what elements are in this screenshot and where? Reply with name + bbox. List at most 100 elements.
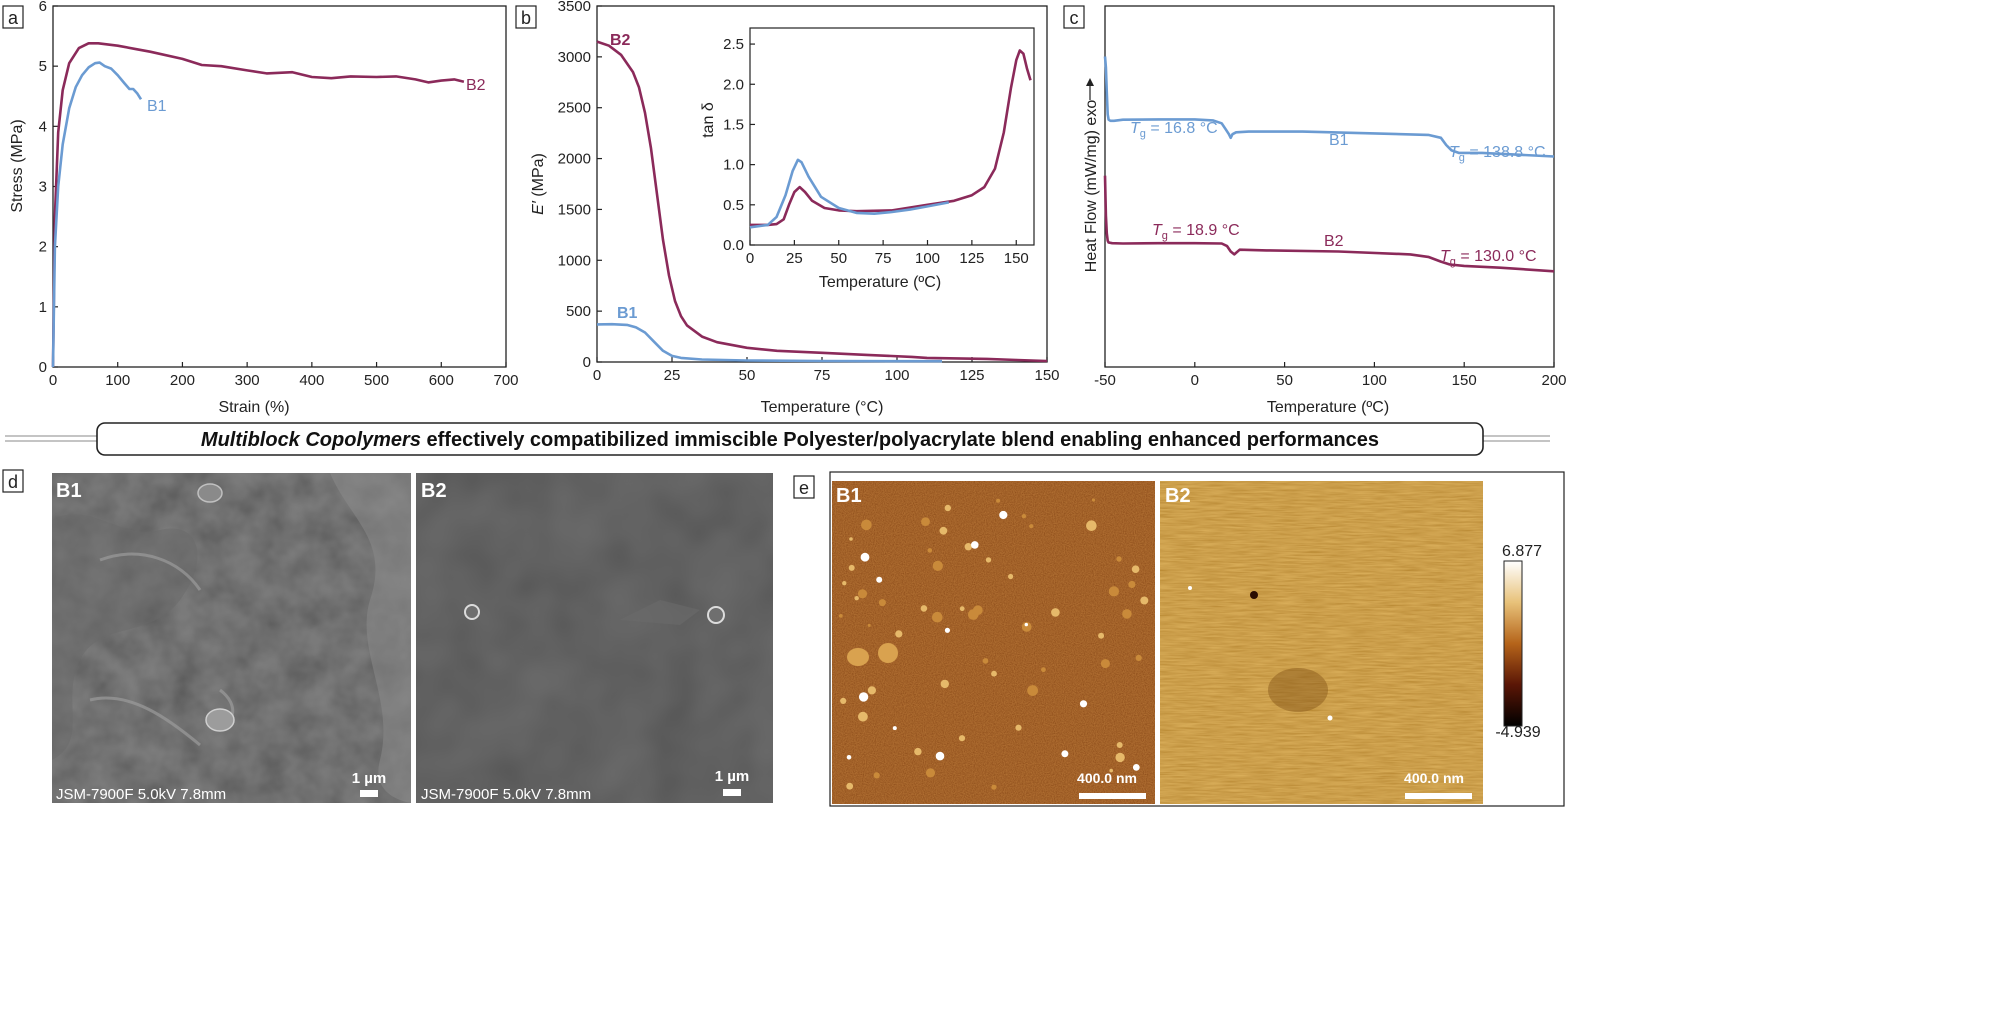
- afm-b1-particle: [861, 519, 872, 531]
- panel-c-x-label: Temperature (ºC): [1267, 399, 1389, 416]
- afm-b1-particle: [1116, 742, 1123, 748]
- panel-a: a 0 1 2 3 4 5 6 0 100 200 300 400 500 600 700 Strain …: [2, 0, 519, 416]
- afm-b1-particle: [860, 552, 870, 562]
- panel-e-letter-box: [793, 475, 815, 499]
- afm-b1-texture: [832, 481, 1155, 804]
- panel-a-y-tick-label: 4: [39, 118, 47, 135]
- afm-b2-label: B2: [1165, 485, 1191, 507]
- afm-b1-particle: [940, 679, 949, 689]
- panel-b-x-tick-label: 100: [884, 367, 909, 384]
- panel-a-x-tick-label: 600: [429, 372, 454, 389]
- panel-b-b1-label: B1: [617, 305, 638, 322]
- panel-c-x-tick-label: 0: [1191, 372, 1199, 389]
- sem-b2-feature: [620, 600, 700, 625]
- afm-b1-large-particle: [878, 643, 898, 663]
- panel-d-letter: d: [8, 472, 18, 492]
- panel-a-series-b2: [51, 41, 465, 368]
- panel-b-b2-label: B2: [610, 32, 631, 49]
- afm-b1-particle: [1051, 608, 1060, 617]
- afm-colorbar-max: 6.877: [1502, 543, 1542, 560]
- panel-a-x-tick-label: 400: [299, 372, 324, 389]
- panel-b-inset-y-tick-label: 0.0: [723, 237, 744, 254]
- afm-b1-particle: [921, 517, 930, 526]
- panel-b-inset-x-tick-label: 0: [746, 250, 754, 267]
- afm-b1-particle: [944, 504, 951, 512]
- afm-b1-particle: [878, 599, 886, 607]
- afm-b1-particle: [848, 564, 855, 571]
- panel-a-y-tick-label: 0: [39, 359, 47, 376]
- banner-rest: effectively compatibilized immiscible Po…: [421, 429, 1379, 451]
- sem-b1-particle: [205, 708, 235, 732]
- afm-b1-particle: [842, 581, 847, 586]
- panel-a-b2-label: B2: [466, 77, 486, 94]
- panel-b-inset-y-tick-label: 1.5: [723, 116, 744, 133]
- panel-b-y-tick-label: 3000: [558, 49, 591, 66]
- panel-b-inset-x-tick-label: 75: [875, 250, 892, 267]
- afm-b1-particle: [1024, 622, 1029, 627]
- afm-b1-particle: [982, 658, 989, 664]
- panel-c-x-ticks: -50 0 50 100 150 200: [1094, 362, 1567, 389]
- afm-b1-particle: [1098, 632, 1105, 639]
- afm-b1-particle: [991, 670, 997, 677]
- panel-a-x-tick-label: 300: [235, 372, 260, 389]
- panel-b-inset-x-ticks: 0 25 50 75 100 125 150: [746, 240, 1029, 267]
- panel-c-series-b1: [1103, 56, 1555, 158]
- panel-a-y-tick-label: 5: [39, 58, 47, 75]
- panel-b-x-ticks: 0 25 50 75 100 125 150: [593, 357, 1060, 384]
- afm-b1-particle: [867, 686, 877, 695]
- banner-emphasis: Multiblock Copolymers: [201, 429, 421, 451]
- afm-b1-particle: [1128, 580, 1136, 589]
- afm-b1-particle: [1015, 724, 1022, 731]
- afm-b2-spot: [1327, 715, 1333, 721]
- panel-b-y-label-unit: (MPa): [530, 153, 547, 201]
- panel-b-y-ticks: 0 500 1000 1500 2000 2500 3000 3500: [558, 0, 602, 371]
- afm-colorbar: 6.877 -4.939: [1495, 543, 1542, 741]
- panel-b-y-label-symbol: E′: [530, 200, 547, 215]
- sem-image-b1: B1 JSM-7900F 5.0kV 7.8mm 1 µm: [52, 473, 411, 803]
- afm-b1-particle: [849, 537, 853, 541]
- afm-b1-particle: [840, 697, 847, 705]
- panel-b-letter: b: [521, 8, 531, 28]
- sem-b1-scale-bar: [360, 790, 378, 797]
- sem-b1-label: B1: [56, 480, 82, 502]
- afm-b1-particle: [1109, 768, 1113, 773]
- sem-b2-scale-bar: [723, 789, 741, 796]
- panel-b-series-b2: [596, 40, 1048, 363]
- panel-a-x-tick-label: 700: [493, 372, 518, 389]
- afm-b1-particle: [985, 557, 992, 563]
- afm-b1-particle: [971, 541, 979, 549]
- panel-a-letter-box: [2, 5, 24, 29]
- afm-b1-particle: [920, 605, 928, 612]
- afm-b1-particle: [927, 548, 933, 553]
- afm-b1-particle: [1115, 752, 1125, 763]
- panel-b-y-tick-label: 2500: [558, 100, 591, 117]
- afm-b1-particle: [944, 627, 951, 633]
- panel-c-series: [1103, 56, 1555, 273]
- panel-c-letter-box: [1063, 5, 1085, 29]
- panel-e-frame: [829, 471, 1565, 807]
- panel-b-inset-frame: [749, 27, 1035, 246]
- panel-a-series: [51, 41, 465, 368]
- panel-c-exo-arrowhead-icon: [1086, 78, 1094, 86]
- panel-c-x-tick-label: -50: [1094, 372, 1116, 389]
- panel-c: c -50 0 50 100 150 200 Temperature (ºC) Heat …: [1063, 5, 1567, 416]
- afm-b1-particle: [999, 510, 1008, 520]
- panel-b-y-tick-label: 1500: [558, 201, 591, 218]
- panel-a-y-tick-label: 3: [39, 179, 47, 196]
- banner: Multiblock Copolymers effectively compat…: [5, 422, 1550, 456]
- panel-e: e B1 400.0 nm B2 400.0 nm 6.877 -4.939: [793, 471, 1565, 807]
- afm-b1-particle: [1132, 764, 1140, 771]
- sem-b1-scale-label: 1 µm: [352, 770, 387, 787]
- afm-b1-particle: [1135, 654, 1142, 662]
- panel-b-inset-x-tick-label: 50: [830, 250, 847, 267]
- panel-b-inset-x-tick-label: 150: [1004, 250, 1029, 267]
- afm-b1-particle: [1091, 498, 1096, 502]
- sem-b2-texture: [416, 473, 773, 803]
- afm-b1-particle: [1079, 700, 1088, 708]
- afm-colorbar-gradient: [1503, 560, 1523, 727]
- afm-b1-particle: [867, 623, 871, 627]
- sem-b2-label: B2: [421, 480, 447, 502]
- panel-c-axes-frame: [1104, 5, 1555, 368]
- afm-b1-particle: [1116, 556, 1122, 562]
